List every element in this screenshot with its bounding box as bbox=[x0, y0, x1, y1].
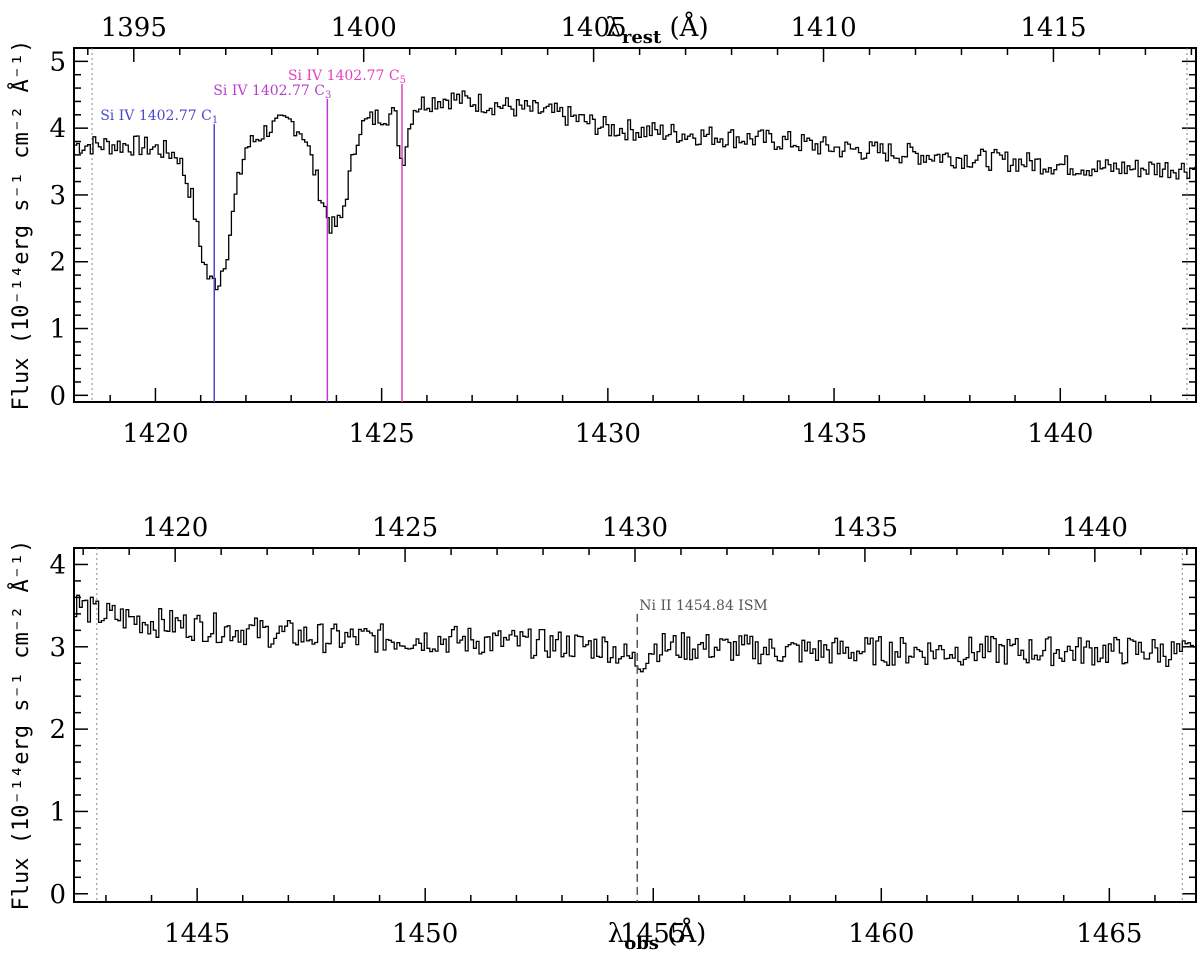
annotation-label: Si IV 1402.77 C3 bbox=[213, 83, 331, 101]
y-tick-label: 4 bbox=[49, 550, 66, 580]
spectrum-series bbox=[74, 90, 1196, 291]
y-axis-title: Flux (10⁻¹⁴erg s⁻¹ cm⁻² Å⁻¹) bbox=[7, 540, 34, 911]
y-tick-label: 3 bbox=[49, 633, 66, 663]
y-tick-label: 1 bbox=[49, 315, 66, 345]
top-x-tick-label: 1425 bbox=[372, 513, 438, 543]
x-tick-label: 1460 bbox=[848, 919, 914, 949]
top-x-tick-label: 1395 bbox=[101, 13, 167, 43]
y-tick-label: 0 bbox=[49, 880, 66, 910]
y-tick-label: 3 bbox=[49, 181, 66, 211]
spectrum-series bbox=[74, 594, 1196, 673]
x-tick-label: 1445 bbox=[164, 919, 230, 949]
x-tick-label: 1440 bbox=[1027, 419, 1093, 449]
annotation-label: Si IV 1402.77 C1 bbox=[100, 108, 218, 126]
top-x-tick-label: 1430 bbox=[602, 513, 668, 543]
top-x-tick-label: 1405 bbox=[561, 13, 627, 43]
x-tick-label: 1455 bbox=[620, 919, 686, 949]
x-tick-label: 1430 bbox=[575, 419, 641, 449]
y-tick-label: 5 bbox=[49, 47, 66, 77]
top-x-tick-label: 1400 bbox=[331, 13, 397, 43]
y-tick-label: 1 bbox=[49, 797, 66, 827]
y-tick-label: 0 bbox=[49, 381, 66, 411]
x-axis-title: λrest (Å) bbox=[605, 11, 708, 48]
x-tick-label: 1425 bbox=[349, 419, 415, 449]
y-axis-title: Flux (10⁻¹⁴erg s⁻¹ cm⁻² Å⁻¹) bbox=[7, 40, 34, 411]
top-x-tick-label: 1420 bbox=[142, 513, 208, 543]
x-axis-title: λobs (Å) bbox=[608, 917, 707, 954]
y-tick-label: 4 bbox=[49, 114, 66, 144]
top-x-tick-label: 1435 bbox=[832, 513, 898, 543]
y-tick-label: 2 bbox=[49, 715, 66, 745]
top-x-tick-label: 1410 bbox=[790, 13, 856, 43]
annotation-label: Ni II 1454.84 ISM bbox=[639, 598, 768, 614]
plot-frame bbox=[73, 547, 1197, 903]
x-tick-label: 1465 bbox=[1076, 919, 1142, 949]
y-tick-label: 2 bbox=[49, 248, 66, 278]
x-tick-label: 1450 bbox=[392, 919, 458, 949]
x-tick-label: 1435 bbox=[801, 419, 867, 449]
plot-frame bbox=[73, 47, 1197, 403]
top-x-tick-label: 1415 bbox=[1020, 13, 1086, 43]
annotation-label: Si IV 1402.77 C5 bbox=[288, 68, 406, 86]
x-tick-label: 1420 bbox=[122, 419, 188, 449]
top-x-tick-label: 1440 bbox=[1062, 513, 1128, 543]
